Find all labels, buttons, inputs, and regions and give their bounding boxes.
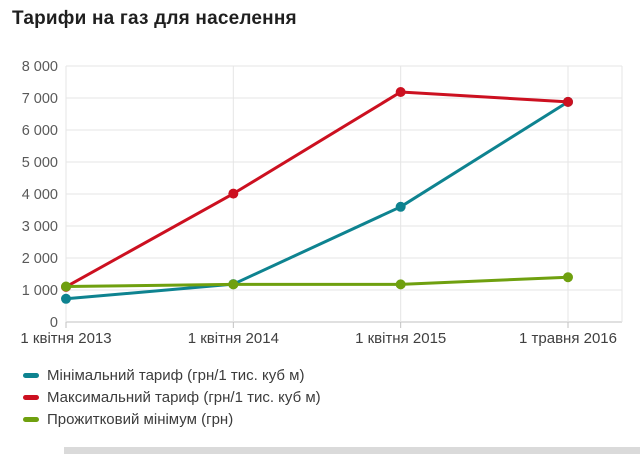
- series-line-0: [64, 100, 570, 301]
- data-point[interactable]: [228, 188, 239, 199]
- data-point[interactable]: [61, 293, 71, 304]
- legend-item: Максимальний тариф (грн/1 тис. куб м): [23, 387, 321, 409]
- legend-item: Прожитковий мінімум (грн): [23, 408, 321, 430]
- data-point[interactable]: [563, 272, 573, 283]
- data-point[interactable]: [395, 86, 406, 97]
- data-point[interactable]: [563, 96, 573, 107]
- legend-label: Прожитковий мінімум (грн): [47, 410, 234, 428]
- x-axis-category-label: 1 квітня 2015: [355, 330, 446, 347]
- y-axis-tick-label: 0: [50, 315, 58, 331]
- y-axis-tick-label: 4 000: [22, 187, 58, 203]
- data-point[interactable]: [395, 279, 406, 290]
- x-axis-category-label: 1 квітня 2013: [20, 330, 111, 347]
- y-axis-tick-label: 3 000: [22, 219, 58, 235]
- y-axis-tick-label: 2 000: [22, 251, 58, 267]
- y-axis-tick-label: 5 000: [22, 155, 58, 171]
- series-line-1: [64, 90, 570, 289]
- y-axis-tick-label: 8 000: [22, 59, 58, 75]
- data-point[interactable]: [228, 279, 239, 290]
- y-axis-tick-label: 1 000: [22, 283, 58, 299]
- legend-label: Максимальний тариф (грн/1 тис. куб м): [47, 389, 321, 407]
- legend-marker-max-tariff: [23, 395, 39, 401]
- legend-label: Мінімальний тариф (грн/1 тис. куб м): [47, 367, 305, 385]
- series-line-2: [64, 275, 570, 289]
- data-point[interactable]: [395, 201, 406, 212]
- legend-marker-subsistence-minimum: [23, 416, 39, 422]
- legend-item: Мінімальний тариф (грн/1 тис. куб м): [23, 365, 321, 387]
- x-axis-category-label: 1 квітня 2014: [188, 330, 279, 347]
- data-point[interactable]: [61, 281, 71, 292]
- x-axis-category-label: 1 травня 2016: [519, 330, 617, 347]
- chart-title: Тарифи на газ для населення: [12, 8, 297, 29]
- y-axis-tick-label: 6 000: [22, 123, 58, 139]
- line-chart: 0 1 000 2 000 3 000 4 000 5 000 6 000 7 000 8 00…: [20, 59, 623, 347]
- y-axis-tick-label: 7 000: [22, 91, 58, 107]
- horizontal-scrollbar[interactable]: [64, 447, 640, 454]
- legend-marker-min-tariff: [23, 373, 39, 379]
- legend: Мінімальний тариф (грн/1 тис. куб м) Мак…: [23, 365, 321, 430]
